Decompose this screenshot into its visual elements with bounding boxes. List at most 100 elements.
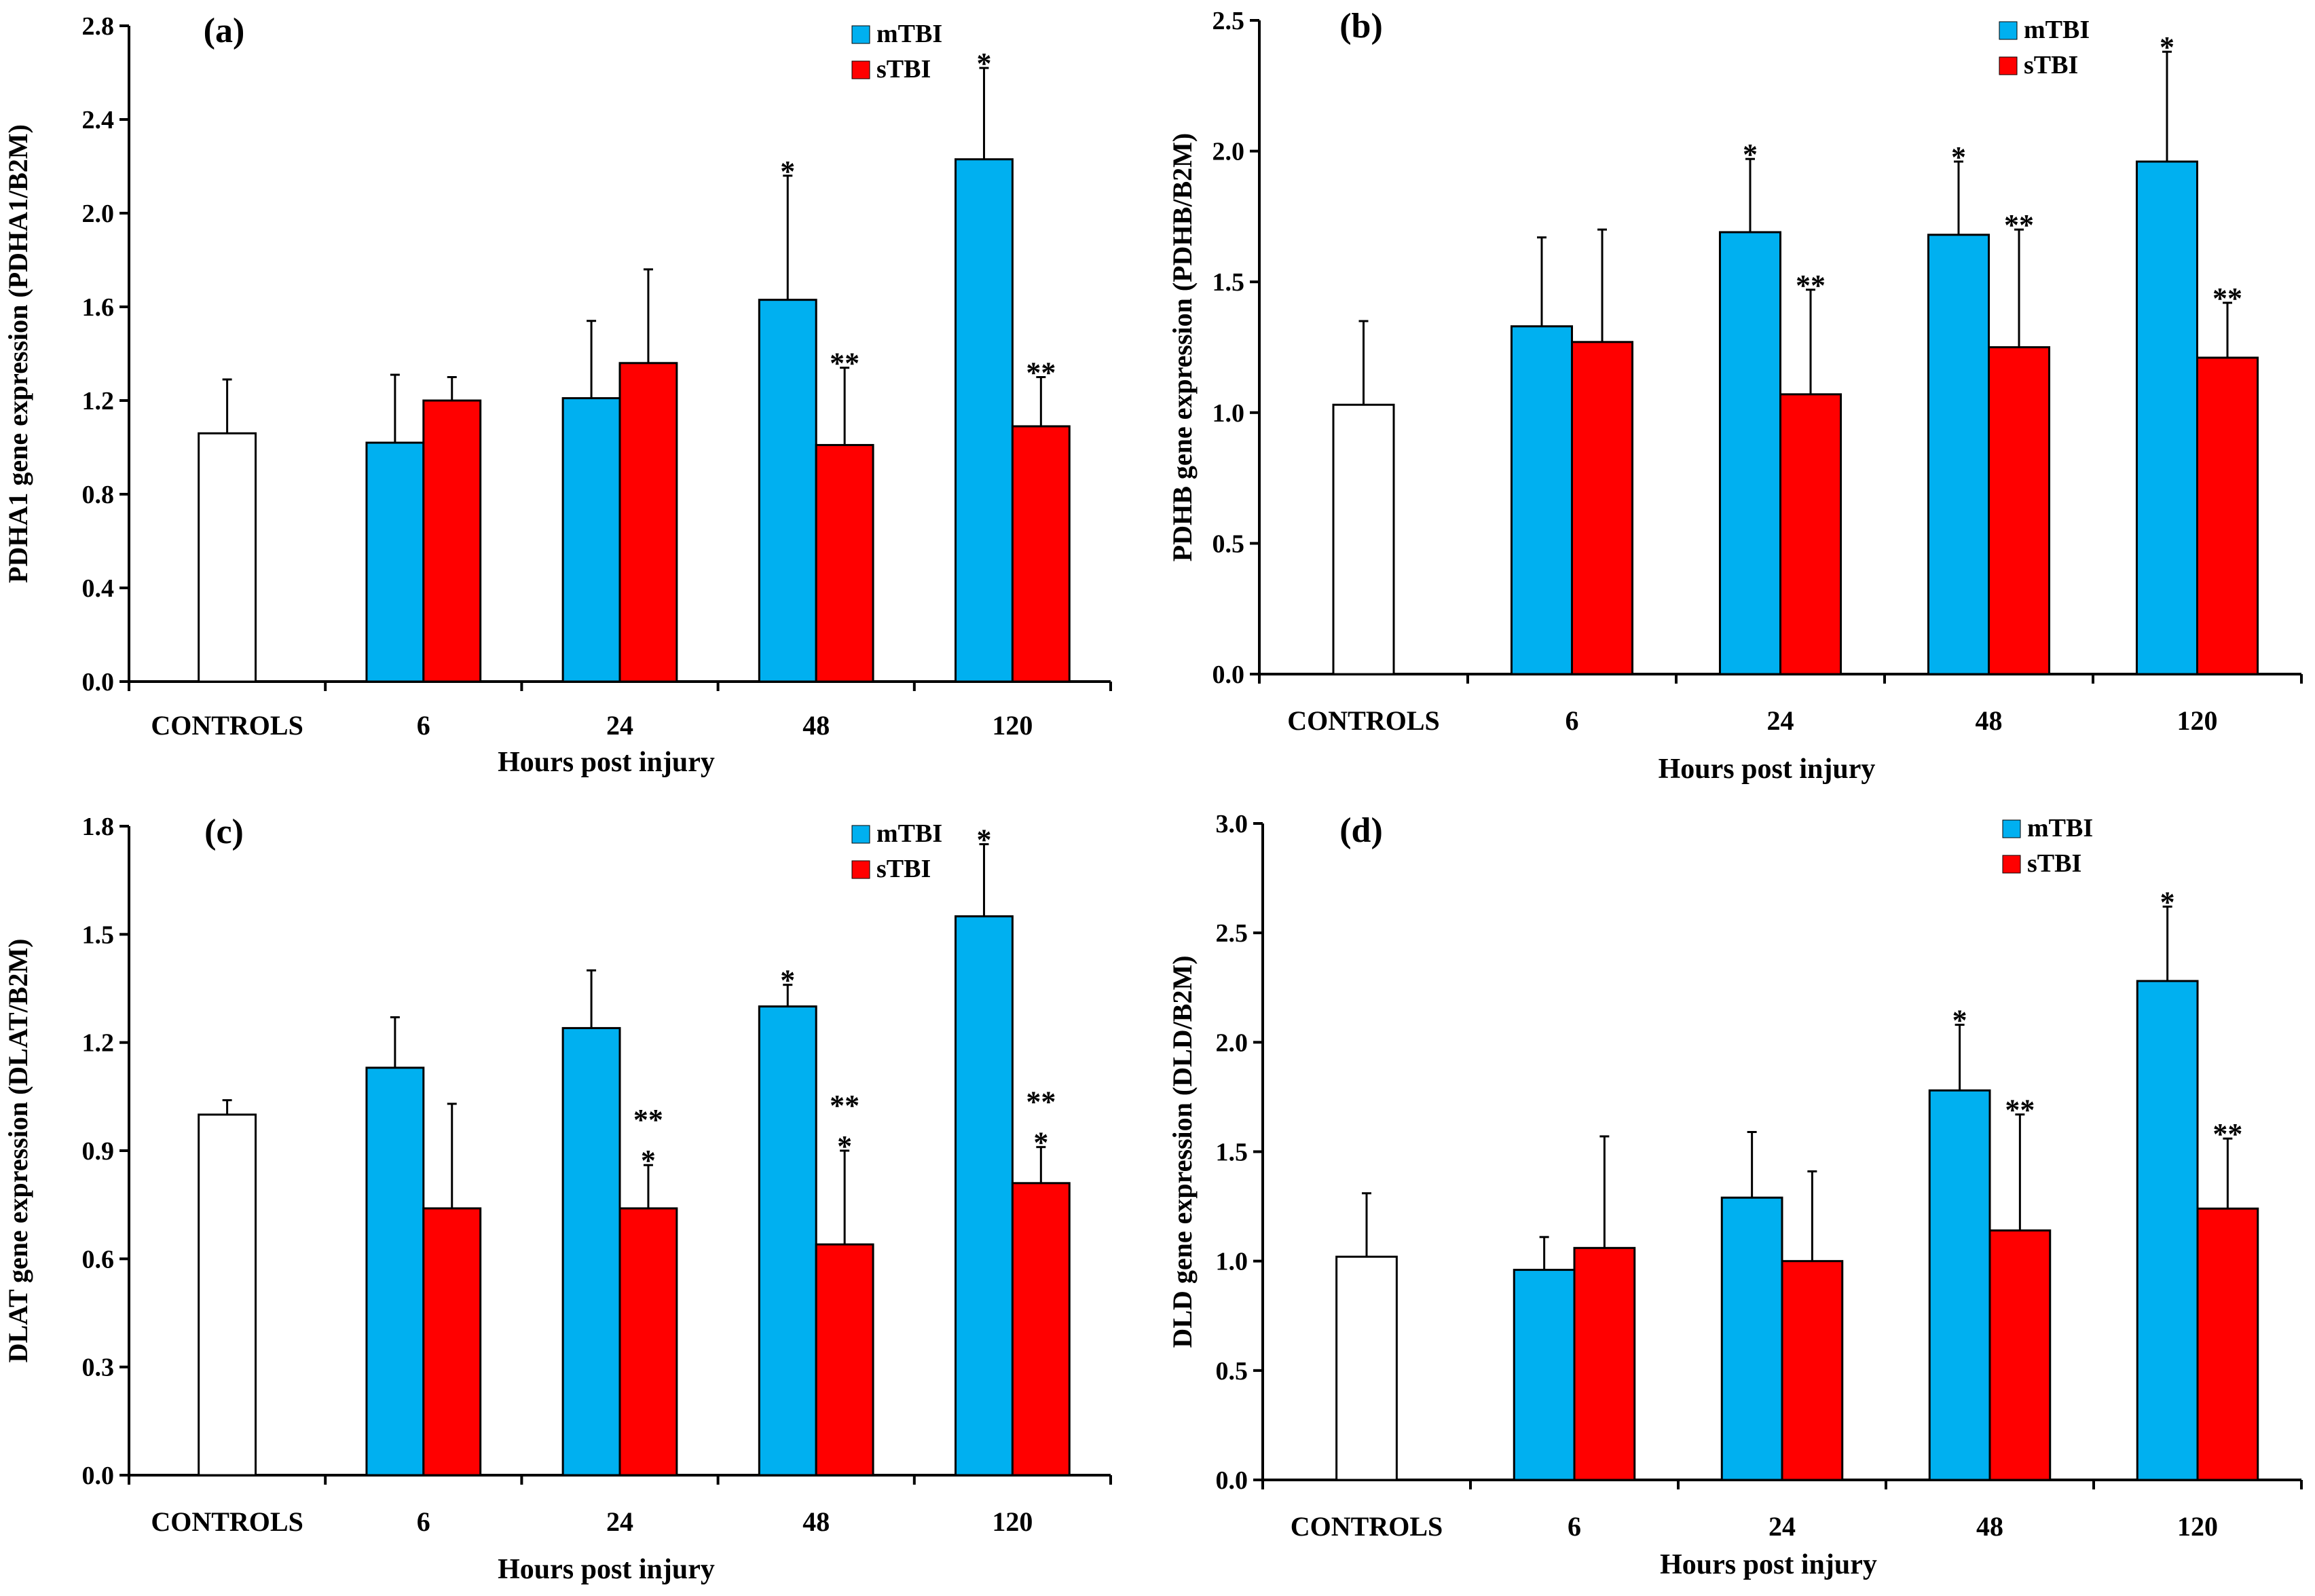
bar-stbi-24 [1779,393,1842,675]
bar-mtbi-6 [1510,325,1573,675]
significance-mark-mtbi: * [1743,138,1758,171]
significance-mark-mtbi: * [976,47,991,80]
bar-stbi-120 [1011,1182,1071,1477]
panel-label: (a) [204,12,245,50]
y-tick-label: 1.5 [82,921,115,949]
significance-mark-stbi: ** [830,1089,859,1122]
significance-mark-stbi: * [641,1144,656,1177]
significance-mark-mtbi: * [1952,1004,1967,1037]
legend-label-stbi: sTBI [2024,51,2078,79]
x-tick-label: CONTROLS [151,710,303,741]
bar-mtbi-24 [561,1026,621,1477]
x-tick-label: 48 [802,710,830,741]
bar-stbi-120 [2196,356,2259,675]
significance-mark-stbi: ** [1026,356,1056,390]
bar-controls [198,1113,257,1477]
x-tick-label: 24 [1767,705,1794,736]
y-tick-label: 1.6 [82,293,115,322]
y-tick-label: 0.5 [1212,530,1245,558]
x-tick-label: 6 [1566,705,1579,736]
bar-mtbi-48 [758,299,817,683]
significance-mark-stbi: ** [2004,208,2034,242]
bar-mtbi-6 [365,1066,425,1477]
x-tick-label: 120 [992,710,1033,741]
y-axis-title: DLAT gene expression (DLAT/B2M) [3,939,33,1363]
x-tick-label: 120 [2177,705,2218,736]
panel-label: (b) [1339,7,1383,45]
bar-stbi-24 [1781,1260,1844,1481]
y-tick-label: 0.0 [82,1462,115,1490]
y-tick-label: 2.8 [82,12,115,41]
significance-mark-mtbi: * [780,155,795,188]
y-tick-label: 0.3 [82,1354,115,1382]
legend-label-mtbi: mTBI [2024,16,2090,44]
y-tick-label: 1.8 [82,813,115,841]
significance-mark-stbi: ** [1026,1085,1056,1119]
bar-mtbi-48 [1928,1089,1991,1481]
x-axis-title: Hours post injury [1660,1549,1877,1580]
bar-mtbi-48 [1927,234,1990,675]
x-tick-label: 6 [417,710,430,741]
significance-mark-stbi: ** [1796,269,1826,302]
x-tick-label: CONTROLS [151,1506,303,1537]
y-tick-label: 0.6 [82,1245,115,1274]
legend-label-mtbi: mTBI [876,20,942,48]
legend-label-stbi: sTBI [876,855,931,883]
bar-stbi-48 [1988,346,2051,675]
x-tick-label: 6 [1568,1511,1581,1542]
legend-swatch-stbi [851,860,870,879]
y-axis-title: PDHB gene expression (PDHB/B2M) [1167,133,1198,561]
significance-mark-mtbi: * [1951,141,1966,174]
significance-mark-stbi: * [1033,1126,1048,1159]
bar-stbi-120 [1011,425,1071,683]
bar-mtbi-120 [2136,980,2199,1481]
x-tick-label: CONTROLS [1287,705,1440,736]
panel-label: (d) [1339,811,1383,850]
x-tick-label: 6 [417,1506,430,1537]
bar-mtbi-24 [1720,1196,1783,1481]
legend-swatch-mtbi [851,825,870,844]
x-tick-label: 120 [992,1506,1033,1537]
y-tick-label: 1.2 [82,1029,115,1058]
significance-mark-mtbi: * [2160,885,2175,918]
y-tick-label: 2.5 [1216,919,1248,948]
y-tick-label: 1.5 [1212,268,1245,297]
legend-swatch-stbi [851,60,870,79]
bar-stbi-48 [815,1243,874,1477]
x-axis-title: Hours post injury [498,747,715,778]
y-tick-label: 0.4 [82,574,115,603]
bar-stbi-48 [1988,1229,2052,1481]
legend-swatch-stbi [1999,56,2018,75]
legend-label-mtbi: mTBI [876,819,942,848]
significance-mark-mtbi: * [2160,31,2174,64]
y-tick-label: 1.0 [1216,1248,1248,1276]
significance-mark-stbi: ** [633,1103,663,1136]
bar-mtbi-24 [561,397,621,683]
y-axis-title: PDHA1 gene expression (PDHA1/B2M) [3,124,33,583]
x-tick-label: CONTROLS [1291,1511,1443,1542]
x-tick-label: 48 [802,1506,830,1537]
legend-label-stbi: sTBI [2027,849,2081,878]
y-tick-label: 0.9 [82,1137,115,1166]
x-tick-label: 24 [1768,1511,1796,1542]
y-tick-label: 2.5 [1212,7,1245,35]
bar-stbi-24 [618,1207,678,1477]
y-tick-label: 0.0 [1212,661,1245,689]
y-tick-label: 2.0 [1216,1028,1248,1057]
bar-mtbi-6 [1513,1269,1576,1481]
y-tick-label: 2.4 [82,106,115,134]
y-tick-label: 1.0 [1212,399,1245,428]
y-tick-label: 2.0 [1212,138,1245,166]
bar-mtbi-120 [955,915,1014,1477]
y-tick-label: 1.5 [1216,1138,1248,1167]
bar-controls [1335,1255,1398,1481]
bar-controls [198,432,257,683]
significance-mark-stbi: ** [830,347,859,380]
bar-controls [1332,403,1395,675]
significance-mark-mtbi: * [780,964,795,997]
y-tick-label: 0.5 [1216,1357,1248,1386]
bar-stbi-120 [2196,1207,2259,1481]
y-tick-label: 3.0 [1216,810,1248,838]
bar-stbi-6 [422,399,482,683]
